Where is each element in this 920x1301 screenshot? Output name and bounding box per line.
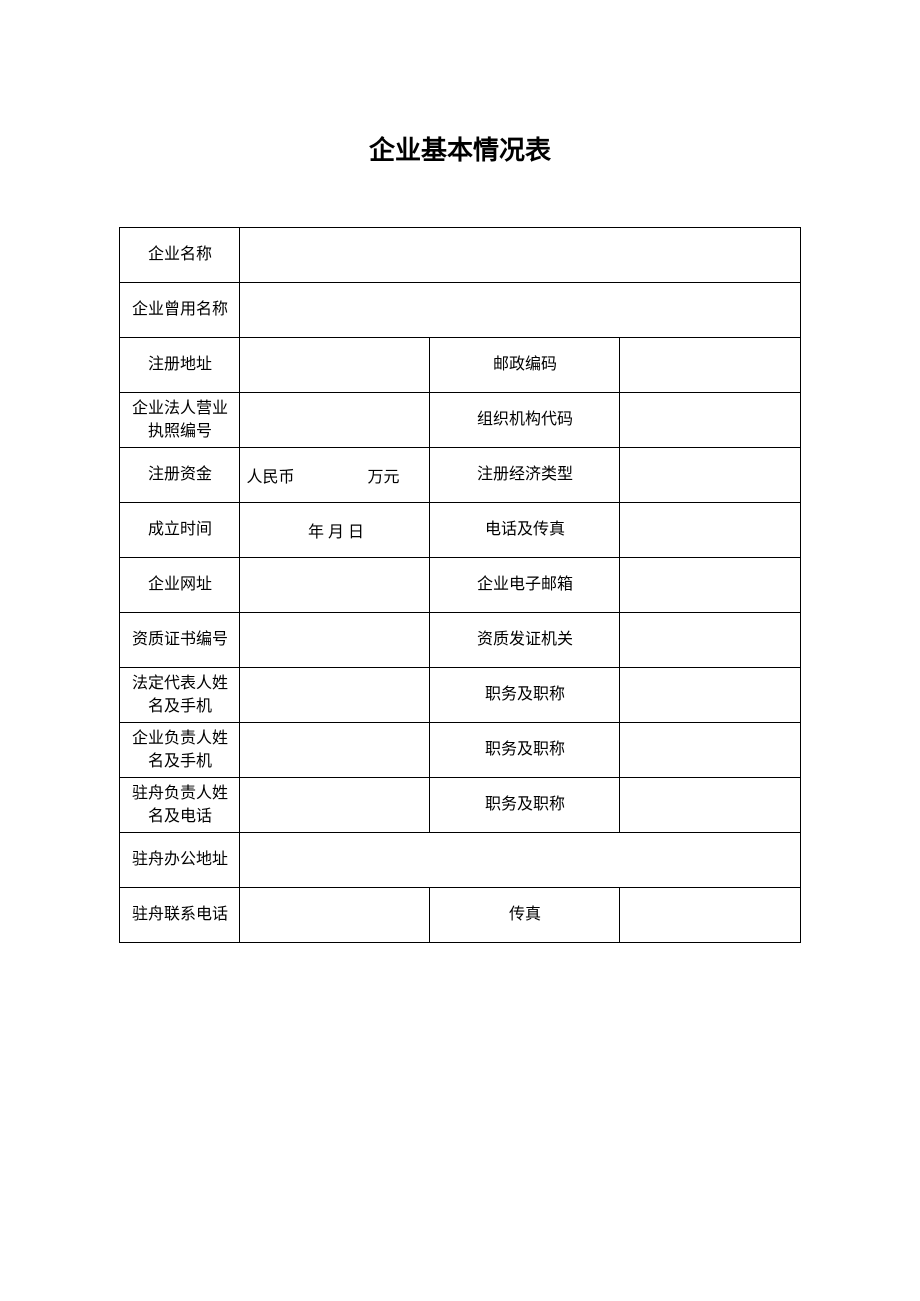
label-qual-issuer: 资质发证机关: [430, 613, 620, 668]
label-position-title-3: 职务及职称: [430, 778, 620, 833]
enterprise-form-table: 企业名称 企业曾用名称 注册地址 邮政编码 企业法人营业执照编号 组织机构代码 …: [119, 227, 800, 943]
value-position-title-3[interactable]: [620, 778, 800, 833]
label-company-website: 企业网址: [120, 558, 240, 613]
table-row: 成立时间 年 月 日 电话及传真: [120, 503, 800, 558]
table-row: 驻舟联系电话 传真: [120, 888, 800, 943]
label-station-phone: 驻舟联系电话: [120, 888, 240, 943]
table-row: 资质证书编号 资质发证机关: [120, 613, 800, 668]
capital-suffix: 万元: [367, 463, 399, 487]
value-establish-date[interactable]: 年 月 日: [240, 503, 430, 558]
label-qual-cert-number: 资质证书编号: [120, 613, 240, 668]
label-legal-rep: 法定代表人姓名及手机: [120, 668, 240, 723]
value-postal-code[interactable]: [620, 338, 800, 393]
table-row: 注册资金 人民币 万元 注册经济类型: [120, 448, 800, 503]
value-position-title-2[interactable]: [620, 723, 800, 778]
label-postal-code: 邮政编码: [430, 338, 620, 393]
label-establish-date: 成立时间: [120, 503, 240, 558]
value-position-title-1[interactable]: [620, 668, 800, 723]
label-phone-fax: 电话及传真: [430, 503, 620, 558]
table-row: 企业网址 企业电子邮箱: [120, 558, 800, 613]
label-license-number: 企业法人营业执照编号: [120, 393, 240, 448]
value-qual-issuer[interactable]: [620, 613, 800, 668]
label-company-name: 企业名称: [120, 228, 240, 283]
value-company-website[interactable]: [240, 558, 430, 613]
label-position-title-1: 职务及职称: [430, 668, 620, 723]
value-company-email[interactable]: [620, 558, 800, 613]
label-station-address: 驻舟办公地址: [120, 833, 240, 888]
table-row: 企业名称: [120, 228, 800, 283]
table-row: 注册地址 邮政编码: [120, 338, 800, 393]
value-license-number[interactable]: [240, 393, 430, 448]
table-row: 企业曾用名称: [120, 283, 800, 338]
table-row: 驻舟负责人姓名及电话 职务及职称: [120, 778, 800, 833]
value-phone-fax[interactable]: [620, 503, 800, 558]
table-row: 驻舟办公地址: [120, 833, 800, 888]
table-row: 法定代表人姓名及手机 职务及职称: [120, 668, 800, 723]
value-company-name[interactable]: [240, 228, 800, 283]
value-former-name[interactable]: [240, 283, 800, 338]
table-row: 企业法人营业执照编号 组织机构代码: [120, 393, 800, 448]
label-position-title-2: 职务及职称: [430, 723, 620, 778]
value-legal-rep[interactable]: [240, 668, 430, 723]
label-org-code: 组织机构代码: [430, 393, 620, 448]
label-company-manager: 企业负责人姓名及手机: [120, 723, 240, 778]
label-reg-capital: 注册资金: [120, 448, 240, 503]
label-former-name: 企业曾用名称: [120, 283, 240, 338]
value-reg-economic-type[interactable]: [620, 448, 800, 503]
label-reg-economic-type: 注册经济类型: [430, 448, 620, 503]
value-reg-capital[interactable]: 人民币 万元: [240, 448, 430, 503]
table-row: 企业负责人姓名及手机 职务及职称: [120, 723, 800, 778]
value-qual-cert-number[interactable]: [240, 613, 430, 668]
value-station-phone[interactable]: [240, 888, 430, 943]
label-reg-address: 注册地址: [120, 338, 240, 393]
label-company-email: 企业电子邮箱: [430, 558, 620, 613]
page-title: 企业基本情况表: [0, 130, 920, 167]
value-reg-address[interactable]: [240, 338, 430, 393]
value-fax[interactable]: [620, 888, 800, 943]
value-company-manager[interactable]: [240, 723, 430, 778]
value-org-code[interactable]: [620, 393, 800, 448]
label-fax: 传真: [430, 888, 620, 943]
label-station-manager: 驻舟负责人姓名及电话: [120, 778, 240, 833]
capital-prefix: 人民币: [246, 463, 294, 487]
value-station-address[interactable]: [240, 833, 800, 888]
value-station-manager[interactable]: [240, 778, 430, 833]
